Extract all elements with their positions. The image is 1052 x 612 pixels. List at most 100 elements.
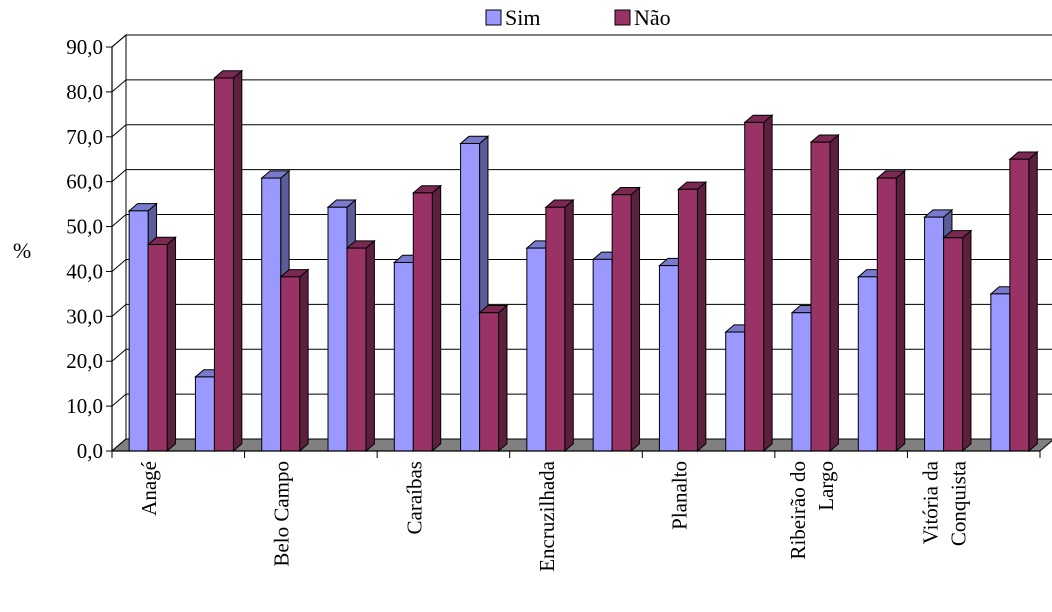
bar-front xyxy=(943,237,964,452)
legend-label: Não xyxy=(634,5,671,30)
bar-front xyxy=(725,331,746,452)
bar-front xyxy=(280,276,301,452)
bar-side xyxy=(1028,150,1038,453)
floor xyxy=(110,438,1052,452)
bar-front xyxy=(213,77,234,452)
y-tick-labels: 0,0 10,0 20,0 30,0 40,0 50,0 60,0 70,0 80,0 90,0 xyxy=(66,35,103,463)
x-tick-label-line: Anagé xyxy=(137,461,161,516)
gridline-side xyxy=(111,79,127,93)
bar-front xyxy=(791,312,812,452)
x-tick-label-line: Planalto xyxy=(667,461,691,530)
bar-front xyxy=(479,312,500,452)
bar-side xyxy=(630,186,641,453)
y-tick-label: 0,0 xyxy=(77,439,103,463)
x-tick-label: Ribeirão do Largo xyxy=(786,461,838,560)
x-tick-label-line: Belo Campo xyxy=(270,461,294,567)
bar-front xyxy=(1009,158,1030,452)
bar-side xyxy=(696,181,707,453)
x-tick-label: Planalto xyxy=(667,461,691,530)
bar-front xyxy=(412,192,433,452)
bar-n-o xyxy=(1008,150,1039,453)
x-tick-label-line: Caraíbas xyxy=(402,461,426,534)
y-tick-label: 10,0 xyxy=(66,394,103,418)
gridline-side xyxy=(111,303,127,317)
x-tick-label: Vitória da Conquista xyxy=(919,460,971,546)
y-tick-label: 60,0 xyxy=(66,170,103,194)
x-tick-label: Anagé xyxy=(137,461,161,516)
bar-front xyxy=(658,265,679,452)
bar-n-o xyxy=(345,239,376,453)
bar-front xyxy=(128,210,149,452)
y-tick-label: 40,0 xyxy=(66,259,103,283)
bar-front xyxy=(857,276,878,452)
bar-front xyxy=(876,177,897,452)
bar-n-o xyxy=(875,169,907,453)
bar-n-o xyxy=(677,181,708,453)
legend-swatch xyxy=(614,9,631,26)
bars xyxy=(127,69,1039,453)
legend-swatch xyxy=(485,9,502,26)
bar-side xyxy=(498,304,508,453)
bar-n-o xyxy=(743,114,774,453)
gridline-side xyxy=(111,259,127,272)
bar-front xyxy=(744,121,765,452)
gridline-side xyxy=(111,348,127,362)
bar-front xyxy=(810,141,831,452)
bar-front xyxy=(460,143,481,452)
x-tick-label-line: Ribeirão do xyxy=(786,461,810,560)
bar-n-o xyxy=(610,186,641,453)
y-tick-label: 20,0 xyxy=(66,349,103,373)
bar-front xyxy=(592,258,613,452)
bar-front xyxy=(327,206,348,452)
bar-n-o xyxy=(279,268,310,453)
gridline-side xyxy=(111,124,127,138)
side-wall xyxy=(111,33,127,453)
bar-side xyxy=(763,114,773,453)
bar-n-o xyxy=(809,133,840,453)
bar-n-o xyxy=(942,229,973,453)
y-tick-label: 50,0 xyxy=(66,215,103,239)
x-tick-label: Caraíbas xyxy=(402,461,426,534)
bar-front xyxy=(611,194,632,452)
bar-side xyxy=(431,184,442,453)
y-tick-label: 30,0 xyxy=(66,304,103,328)
bar-side xyxy=(895,169,906,453)
bar-front xyxy=(526,247,547,452)
bar-n-o xyxy=(478,304,509,453)
bar-n-o xyxy=(146,236,177,453)
plot-floor xyxy=(110,438,1052,452)
x-tick-labels: Anagé Belo Campo Caraíbas Encruzilhada Plana… xyxy=(137,460,970,571)
gridline-side xyxy=(111,169,127,183)
bar-front xyxy=(924,216,945,452)
plot-walls xyxy=(111,33,1052,453)
x-tick-label: Encruzilhada xyxy=(535,460,559,571)
bar-front xyxy=(677,188,698,452)
bar-side xyxy=(829,133,839,453)
x-tick-label-line: Vitória da xyxy=(919,460,943,544)
x-tick-label: Belo Campo xyxy=(270,461,294,567)
x-tick-label-line: Encruzilhada xyxy=(535,460,559,571)
bar-front xyxy=(346,247,367,452)
bar-front xyxy=(147,244,168,452)
bar-front xyxy=(261,177,282,452)
bar-side xyxy=(232,69,243,453)
bar-side xyxy=(299,268,309,453)
legend: Sim Não xyxy=(485,5,671,30)
bar-n-o xyxy=(544,198,575,453)
bar-side xyxy=(166,236,177,453)
y-tick-label: 80,0 xyxy=(66,80,103,104)
legend-label: Sim xyxy=(505,5,540,30)
bar-n-o xyxy=(411,184,443,453)
y-axis-label: % xyxy=(13,238,31,263)
gridline-side xyxy=(111,214,127,227)
bar-side xyxy=(365,239,375,453)
y-tick-label: 70,0 xyxy=(66,125,103,149)
x-tick-label-line: Largo xyxy=(814,461,838,511)
gridline-side xyxy=(111,393,127,407)
gridline-side xyxy=(111,34,127,48)
axes xyxy=(106,46,1041,458)
bar-front xyxy=(545,206,566,452)
bar-side xyxy=(962,229,972,453)
